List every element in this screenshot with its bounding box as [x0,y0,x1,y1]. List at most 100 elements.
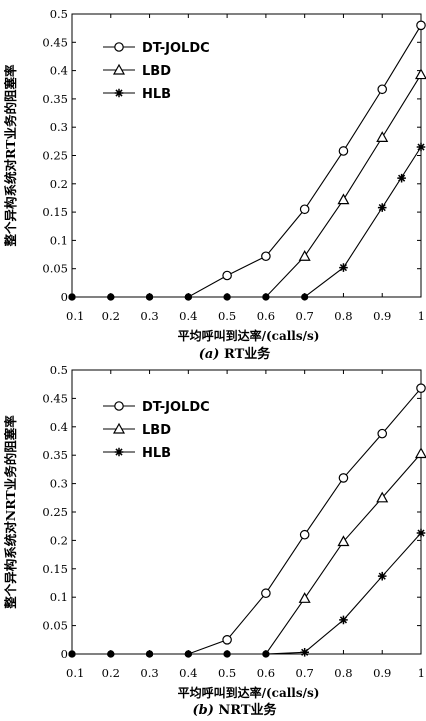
legend: DT-JOLDC LBD HLB [103,41,210,102]
data-point [145,650,154,658]
y-tick-label: 0.45 [42,35,68,49]
data-point [222,270,232,281]
x-tick-label: 0.7 [296,666,314,680]
y-axis-label: 整个异构系统对NRT业务的阻塞率 [3,415,18,609]
legend-label: DT-JOLDC [142,400,210,415]
x-tick-label: 0.9 [373,666,391,680]
x-tick-label: 0.5 [218,309,236,323]
y-axis-label: 整个异构系统对RT业务的阻塞率 [3,64,18,246]
data-point [145,293,154,301]
x-tick-label: 0.1 [66,666,84,680]
series-line [72,387,422,655]
data-point [377,571,387,581]
data-point [377,428,388,439]
data-point [223,650,231,658]
y-tick-label: 0.05 [42,262,68,276]
data-point [184,650,192,658]
x-tick-label: 0.1 [66,309,84,323]
legend-marker [114,447,124,457]
data-point [107,293,115,301]
y-tick-label: 0.5 [50,7,68,21]
x-tick-label: 1 [418,666,425,680]
x-tick-label: 0.4 [179,309,197,323]
data-point [222,634,232,645]
legend-marker [114,401,124,411]
series-line [72,146,422,298]
legend-label: DT-JOLDC [142,41,210,56]
y-tick-label: 0.35 [42,92,68,106]
legend-label: LBD [142,64,171,79]
data-point [300,647,309,657]
x-tick-label: 0.2 [102,309,120,323]
x-axis-label: 平均呼叫到达率/(calls/s) [178,685,320,700]
y-tick-label: 0.15 [42,205,68,219]
y-tick-label: 0.5 [50,363,68,377]
legend-label: LBD [142,423,171,438]
data-point [262,650,270,658]
series-hlb [68,528,426,658]
x-tick-label: 0.7 [296,309,314,323]
x-axis-label: 平均呼叫到达率/(calls/s) [178,328,320,343]
caption-text: RT业务 [219,346,271,362]
series-lbd [68,447,426,658]
y-tick-label: 0.25 [42,149,68,163]
legend: DT-JOLDC LBD HLB [103,400,210,461]
y-tick-label: 0 [61,290,68,304]
data-point [261,251,271,262]
data-point [184,293,192,301]
y-tick-label: 0.05 [42,619,68,633]
chart-panel-b: 0 0.05 0.1 0.15 0.2 0.25 0.3 0.35 0.4 0.45 0.5 0.1 0… [3,363,426,718]
data-point [397,173,406,183]
x-tick-label: 0.8 [334,666,352,680]
legend-label: HLB [142,87,171,102]
data-point [107,650,115,658]
data-point [299,204,310,215]
data-point [416,20,426,31]
y-tick-label: 0.1 [50,590,68,604]
data-point [339,263,348,272]
x-tick-label: 0.5 [218,666,236,680]
data-point [377,84,388,95]
x-tick-label: 0.3 [140,666,158,680]
legend-label: HLB [142,446,171,461]
x-tick-label: 0.3 [140,309,158,323]
plot-frame [71,369,422,655]
chart-caption: (a) RT业务 [199,346,272,362]
data-point [416,383,426,393]
data-point [68,293,76,301]
chart-caption: (b) NRT业务 [192,702,277,717]
data-point [262,293,270,301]
x-tick-label: 0.6 [257,666,275,680]
data-point [414,68,426,80]
data-point [339,615,348,625]
data-point [337,193,350,205]
x-tick-label: 0.6 [257,309,275,323]
data-point [338,146,349,156]
data-point [261,588,271,599]
series-line [72,453,422,655]
data-point [298,250,311,261]
legend-marker [114,42,124,52]
y-tick-label: 0.1 [50,233,68,247]
y-tick-label: 0.3 [50,120,68,134]
caption-text: NRT业务 [214,702,278,717]
data-point [376,491,389,503]
y-tick-label: 0.15 [42,562,68,576]
data-point [337,535,350,547]
data-point [414,447,426,459]
data-point [416,528,426,538]
legend-marker [112,422,126,434]
x-tick-label: 0.9 [373,309,391,323]
y-tick-label: 0.2 [50,177,68,191]
data-point [377,203,387,212]
y-tick-label: 0 [61,647,68,661]
caption-prefix: (b) [192,703,213,717]
series-line [72,25,422,298]
legend-marker [114,88,124,98]
y-tick-label: 0.4 [50,64,68,78]
y-tick-label: 0.3 [50,477,68,491]
series-dt-joldc [68,20,426,301]
data-point [376,131,389,142]
